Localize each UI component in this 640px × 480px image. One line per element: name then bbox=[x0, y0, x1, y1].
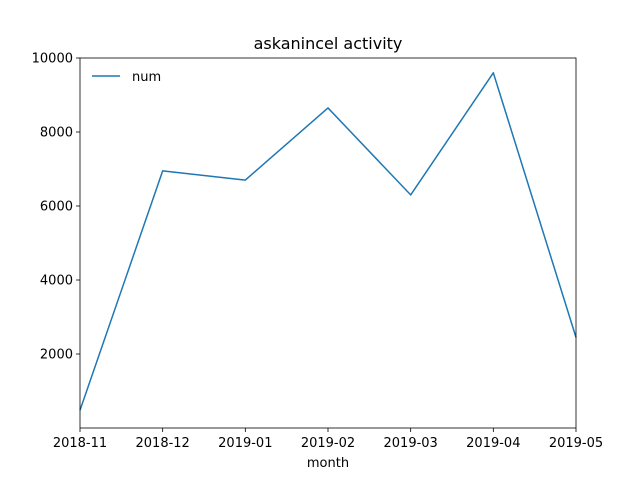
chart-title: askanincel activity bbox=[254, 34, 403, 53]
y-tick-label: 6000 bbox=[40, 200, 73, 215]
x-tick-label: 2018-11 bbox=[53, 436, 107, 451]
x-tick-label: 2019-02 bbox=[301, 436, 355, 451]
legend: num bbox=[92, 70, 161, 85]
y-tick-label: 4000 bbox=[40, 274, 73, 289]
axes-frame bbox=[79, 57, 577, 429]
x-tick-label: 2019-01 bbox=[218, 436, 272, 451]
x-tick-label: 2019-03 bbox=[384, 436, 438, 451]
series-line-num bbox=[79, 72, 577, 411]
legend-label-num: num bbox=[132, 70, 161, 85]
y-tick-label: 8000 bbox=[40, 126, 73, 141]
x-tick-label: 2019-04 bbox=[466, 436, 520, 451]
y-tick-label: 2000 bbox=[40, 348, 73, 363]
x-tick-label: 2019-05 bbox=[549, 436, 603, 451]
axes: 2018-11 2018-12 2019-01 2019-02 2019-03 2019-… bbox=[32, 52, 604, 452]
plot-area bbox=[79, 72, 577, 411]
x-axis-label: month bbox=[307, 456, 349, 471]
x-tick-label: 2018-12 bbox=[136, 436, 190, 451]
y-tick-label: 10000 bbox=[32, 52, 73, 67]
